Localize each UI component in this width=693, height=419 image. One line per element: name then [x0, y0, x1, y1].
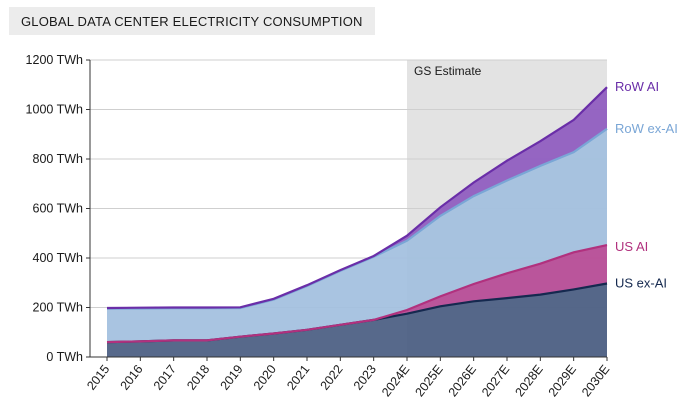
chart-title-box: GLOBAL DATA CENTER ELECTRICITY CONSUMPTI…: [9, 7, 375, 35]
series-label: RoW ex-AI: [615, 121, 678, 136]
chart-title: GLOBAL DATA CENTER ELECTRICITY CONSUMPTI…: [21, 13, 363, 29]
x-tick-label: 2018: [184, 362, 212, 393]
area-row-ex-ai: [107, 128, 607, 343]
x-tick-label: 2030E: [579, 362, 612, 399]
y-tick-label: 0 TWh: [46, 350, 83, 364]
y-tick-labels: 0 TWh 200 TWh 400 TWh 600 TWh 800 TWh 1000 TW…: [26, 53, 90, 364]
x-tick-label: 2019: [218, 362, 246, 393]
x-tick-label: 2015: [84, 362, 112, 393]
y-tick-label: 400 TWh: [33, 251, 84, 265]
y-tick-label: 600 TWh: [33, 202, 84, 216]
series-label: US AI: [615, 239, 648, 254]
x-tick-label: 2022: [318, 362, 346, 393]
y-tick-label: 200 TWh: [33, 301, 84, 315]
series-lines: [106, 86, 608, 344]
x-tick-label: 2024E: [379, 362, 412, 399]
line-row-ai: [106, 86, 608, 310]
x-tick-label: 2029E: [546, 362, 579, 399]
y-tick-label: 1000 TWh: [26, 103, 83, 117]
x-tick-label: 2027E: [479, 362, 512, 399]
x-tick-label: 2028E: [512, 362, 545, 399]
series-labels: US ex-AI US AI RoW ex-AI RoW AI: [615, 79, 678, 290]
x-tick-label: 2017: [151, 362, 179, 393]
estimate-label: GS Estimate: [414, 64, 482, 78]
x-tick-label: 2023: [351, 362, 379, 393]
x-tick-label: 2020: [251, 362, 279, 393]
x-tick-label: 2016: [118, 362, 146, 393]
x-tick-label: 2025E: [412, 362, 445, 399]
y-tick-label: 1200 TWh: [26, 53, 83, 67]
x-tick-labels: 2015 2016 2017 2018 2019 2020 2021 2022 2023 2024…: [84, 357, 612, 399]
area-us-ai: [107, 245, 607, 343]
line-us-ai: [106, 244, 608, 344]
x-tick-label: 2021: [284, 362, 312, 393]
x-tick-label: 2026E: [446, 362, 479, 399]
y-tick-label: 800 TWh: [33, 152, 84, 166]
series-label: RoW AI: [615, 79, 659, 94]
series-label: US ex-AI: [615, 275, 667, 290]
